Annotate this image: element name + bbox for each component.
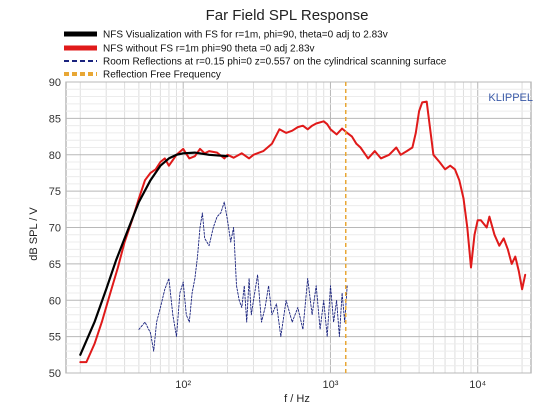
x-tick-label: 10³ (323, 379, 339, 391)
y-tick-label: 80 (49, 150, 61, 162)
legend-label: NFS without FS r=1m phi=90 theta =0 adj … (103, 44, 315, 55)
nfs-without-fs-line (79, 100, 527, 364)
x-axis-label: f / Hz (284, 393, 310, 405)
y-tick-label: 70 (49, 223, 61, 235)
y-axis-label: dB SPL / V (28, 207, 40, 261)
y-tick-label: 85 (49, 113, 61, 125)
y-tick-label: 50 (49, 368, 61, 380)
legend-label: Reflection Free Frequency (103, 70, 221, 81)
y-tick-label: 90 (49, 77, 61, 89)
klippel-watermark: KLIPPEL (488, 92, 533, 104)
x-tick-label: 10⁴ (469, 379, 486, 391)
legend-label: NFS Visualization with FS for r=1m, phi=… (103, 30, 388, 41)
y-tick-label: 75 (49, 186, 61, 198)
room-reflections-line (138, 201, 348, 352)
grid (66, 81, 531, 374)
y-tick-label: 55 (49, 332, 61, 344)
nfs-with-fs-line (79, 151, 229, 356)
x-tick-labels: 10² 10³ 10⁴ (175, 379, 486, 391)
y-tick-label: 60 (49, 295, 61, 307)
series-group (79, 82, 527, 373)
x-tick-label: 10² (175, 379, 191, 391)
legend: NFS Visualization with FS for r=1m, phi=… (64, 30, 447, 81)
y-tick-labels: 50 55 60 65 70 75 80 85 90 (49, 77, 61, 380)
y-tick-label: 65 (49, 259, 61, 271)
legend-label: Room Reflections at r=0.15 phi=0 z=0.557… (103, 57, 447, 68)
chart-title: Far Field SPL Response (206, 7, 369, 24)
